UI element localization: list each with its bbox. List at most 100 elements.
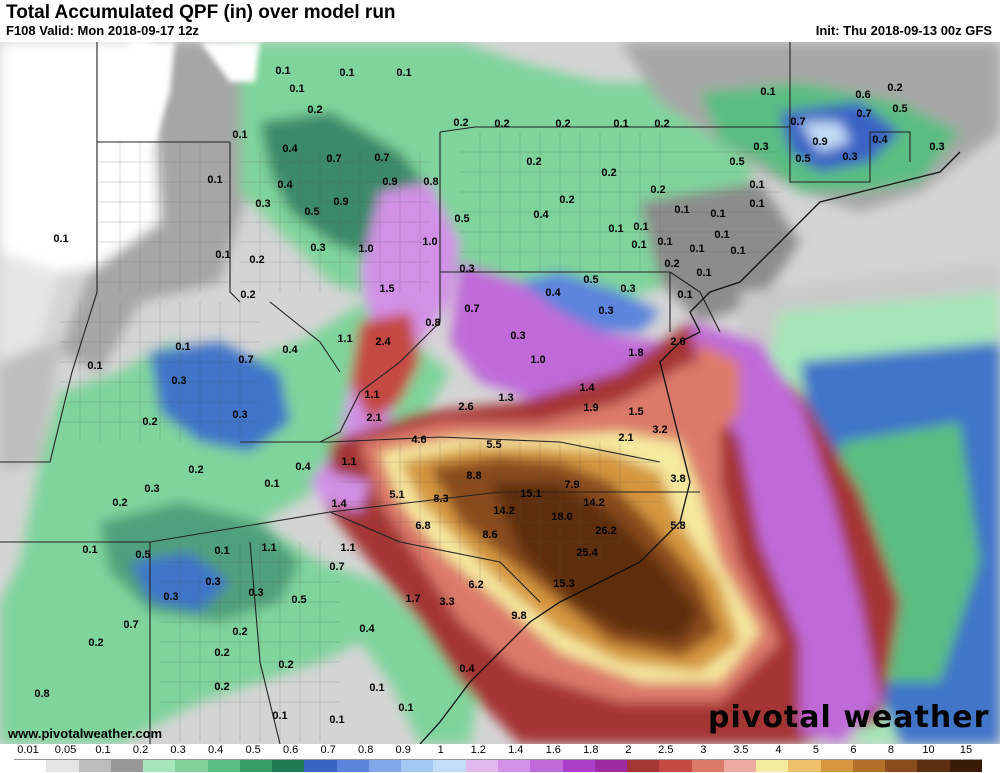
precip-value-label: 0.1: [275, 65, 291, 77]
precip-value-label: 0.1: [674, 204, 690, 216]
precip-value-label: 0.1: [396, 67, 412, 79]
colorbar-swatch: [949, 760, 982, 772]
precip-value-label: 0.4: [277, 179, 293, 191]
colorbar-swatch: [691, 760, 724, 772]
precip-value-label: 0.1: [369, 682, 385, 694]
precip-value-label: 0.2: [654, 118, 670, 130]
precip-value-label: 0.3: [842, 151, 858, 163]
precip-value-label: 0.3: [310, 242, 326, 254]
precip-value-label: 0.1: [613, 118, 629, 130]
precip-value-label: 0.1: [329, 714, 345, 726]
precip-value-label: 0.4: [359, 623, 375, 635]
precip-value-label: 1.1: [364, 389, 380, 401]
precip-value-label: 0.2: [555, 118, 571, 130]
precip-value-label: 9.8: [511, 610, 527, 622]
colorbar-tick-label: 8: [887, 744, 895, 756]
precip-value-label: 0.7: [326, 153, 342, 165]
precip-value-label: 15.3: [553, 578, 575, 590]
colorbar-swatch: [78, 760, 111, 772]
precip-value-label: 0.9: [382, 176, 398, 188]
colorbar-tick-label: 1.8: [583, 744, 599, 756]
precip-value-label: 0.4: [872, 134, 888, 146]
precip-value-label: 5.5: [486, 439, 502, 451]
colorbar-swatch: [272, 760, 305, 772]
precip-value-label: 4.6: [411, 434, 427, 446]
precip-value-label: 0.2: [232, 626, 248, 638]
precip-value-label: 14.2: [583, 497, 605, 509]
precip-value-label: 7.9: [564, 479, 580, 491]
brand-logo: pivotal weather: [708, 700, 990, 735]
colorbar-tick-label: 0.3: [170, 744, 186, 756]
colorbar-swatch: [336, 760, 369, 772]
precip-value-label: 0.1: [760, 86, 776, 98]
precip-value-label: 1.5: [379, 283, 395, 295]
precip-value-label: 0.3: [598, 305, 614, 317]
precip-value-label: 0.1: [749, 198, 765, 210]
precip-value-label: 0.4: [295, 461, 311, 473]
precip-value-label: 0.4: [533, 209, 549, 221]
colorbar-tick-label: 0.9: [395, 744, 411, 756]
precip-value-label: 0.4: [459, 663, 475, 675]
precip-value-label: 0.1: [53, 233, 69, 245]
precip-value-label: 0.4: [282, 143, 298, 155]
precip-value-label: 1.7: [405, 593, 421, 605]
precip-value-label: 0.1: [87, 360, 103, 372]
map-header: Total Accumulated QPF (in) over model ru…: [0, 0, 1000, 42]
precip-value-label: 1.1: [340, 542, 356, 554]
precip-value-label: 0.1: [82, 544, 98, 556]
precip-value-label: 0.1: [631, 239, 647, 251]
precip-value-label: 1.4: [579, 382, 595, 394]
precip-value-label: 3.8: [670, 473, 686, 485]
precip-value-label: 0.3: [171, 375, 187, 387]
precip-value-label: 0.3: [255, 198, 271, 210]
precip-value-label: 0.2: [664, 258, 680, 270]
precip-value-label: 0.5: [729, 156, 745, 168]
precip-value-label: 1.5: [628, 406, 644, 418]
precip-value-label: 0.1: [232, 129, 248, 141]
precip-value-label: 3.3: [439, 596, 455, 608]
precip-value-label: 0.1: [608, 223, 624, 235]
precip-value-label: 0.3: [205, 576, 221, 588]
precip-value-label: 0.1: [710, 208, 726, 220]
colorbar-swatch: [368, 760, 402, 772]
precip-value-label: 0.8: [425, 317, 441, 329]
colorbar-tick-label: 15: [959, 744, 973, 756]
precip-value-label: 6.8: [415, 520, 431, 532]
precip-value-label: 0.1: [749, 179, 765, 191]
precip-value-label: 0.2: [650, 184, 666, 196]
colorbar-swatch: [627, 760, 660, 772]
precip-value-label: 0.2: [188, 464, 204, 476]
precip-value-label: 0.9: [812, 136, 828, 148]
precip-value-label: 0.3: [459, 263, 475, 275]
precip-value-label: 0.2: [278, 659, 294, 671]
precip-value-label: 0.7: [238, 354, 254, 366]
precip-value-label: 0.1: [264, 478, 280, 490]
precip-value-label: 0.5: [454, 213, 470, 225]
precip-value-label: 0.5: [795, 153, 811, 165]
precip-value-label: 2.4: [375, 336, 391, 348]
colorbar-swatch: [497, 760, 531, 772]
colorbar-swatch: [659, 760, 692, 772]
precip-value-label: 0.1: [207, 174, 223, 186]
valid-time: F108 Valid: Mon 2018-09-17 12z: [6, 23, 199, 38]
precip-value-label: 0.3: [163, 591, 179, 603]
precip-value-label: 18.0: [551, 511, 573, 523]
precip-value-label: 1.8: [628, 347, 644, 359]
precip-value-label: 0.1: [339, 67, 355, 79]
precip-value-label: 14.2: [493, 505, 515, 517]
precip-value-label: 25.4: [576, 547, 598, 559]
precip-value-label: 0.2: [249, 254, 265, 266]
precip-value-label: 0.7: [856, 108, 872, 120]
precip-value-label: 0.4: [282, 344, 298, 356]
colorbar-tick-label: 0.01: [17, 744, 39, 756]
precip-value-label: 0.1: [714, 229, 730, 241]
colorbar-tick-label: 2.5: [658, 744, 674, 756]
colorbar-swatch: [530, 760, 563, 772]
colorbar-tick-label: 0.7: [320, 744, 336, 756]
colorbar-swatch: [723, 760, 757, 772]
colorbar-tick-label: 0.8: [358, 744, 374, 756]
precip-value-label: 0.1: [289, 83, 305, 95]
colorbar-swatch: [304, 760, 337, 772]
colorbar-tick-label: 0.4: [207, 744, 224, 756]
precip-value-label: 0.1: [398, 702, 414, 714]
